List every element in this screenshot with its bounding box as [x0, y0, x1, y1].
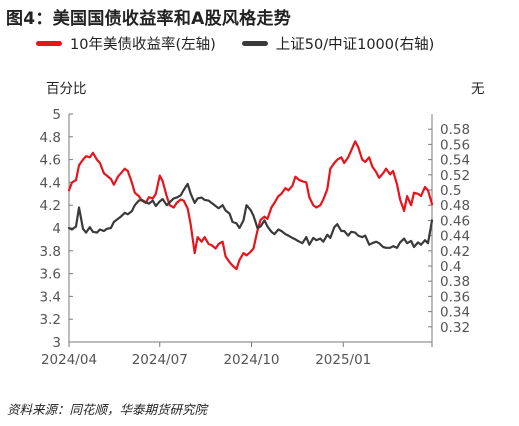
right-y-tick-label: 0.4	[440, 259, 461, 275]
left-axis-unit-label: 百分比	[46, 81, 87, 97]
x-tick-label: 2024/07	[132, 352, 188, 368]
legend-swatch-series1	[36, 40, 62, 46]
right-axis-unit-label: 无	[471, 81, 485, 97]
left-y-tick-label: 3.6	[40, 267, 61, 283]
legend-item-series2: 上证50/中证1000(右轴)	[241, 33, 435, 54]
left-y-tick-label: 4.4	[40, 175, 61, 191]
left-y-tick-label: 3.8	[40, 244, 61, 260]
chart-title: 图4：美国国债收益率和A股风格走势	[6, 9, 292, 29]
left-y-tick-label: 3.4	[40, 289, 61, 305]
source-note: 资料来源：同花顺，华泰期货研究院	[7, 402, 208, 417]
right-y-tick-label: 0.46	[440, 213, 470, 229]
left-y-tick-label: 4.6	[40, 153, 61, 169]
right-y-tick-label: 0.32	[440, 320, 470, 336]
right-y-tick-label: 0.44	[440, 229, 470, 245]
left-y-tick-label: 4.2	[40, 198, 61, 214]
right-y-tick-label: 0.5	[440, 183, 461, 199]
left-y-tick-label: 4	[52, 221, 61, 237]
left-y-tick-label: 3	[52, 335, 61, 351]
legend-item-series1: 10年美债收益率(左轴)	[36, 33, 216, 54]
x-tick-label: 2025/01	[315, 352, 371, 368]
right-y-tick-label: 0.48	[440, 198, 470, 214]
right-y-tick-label: 0.42	[440, 244, 470, 260]
right-y-tick-label: 0.36	[440, 289, 470, 305]
left-y-tick-label: 3.2	[40, 312, 61, 328]
legend-label-series1: 10年美债收益率(左轴)	[70, 36, 216, 53]
right-y-tick-label: 0.52	[440, 168, 470, 184]
x-tick-label: 2024/10	[223, 352, 279, 368]
legend-label-series2: 上证50/中证1000(右轴)	[275, 36, 435, 53]
right-y-tick-label: 0.38	[440, 274, 470, 290]
right-y-tick-label: 0.34	[440, 305, 470, 321]
left-y-tick-label: 5	[52, 107, 61, 123]
series-line-2	[67, 182, 434, 249]
series-line-1	[67, 140, 434, 271]
right-y-tick-label: 0.58	[440, 122, 470, 138]
right-y-tick-label: 0.56	[440, 137, 470, 153]
chart-legend: 10年美债收益率(左轴) 上证50/中证1000(右轴)	[36, 32, 460, 54]
right-y-tick-label: 0.54	[440, 153, 470, 169]
x-tick-label: 2024/04	[41, 352, 97, 368]
left-y-tick-label: 4.8	[40, 130, 61, 146]
legend-swatch-series2	[241, 40, 268, 46]
